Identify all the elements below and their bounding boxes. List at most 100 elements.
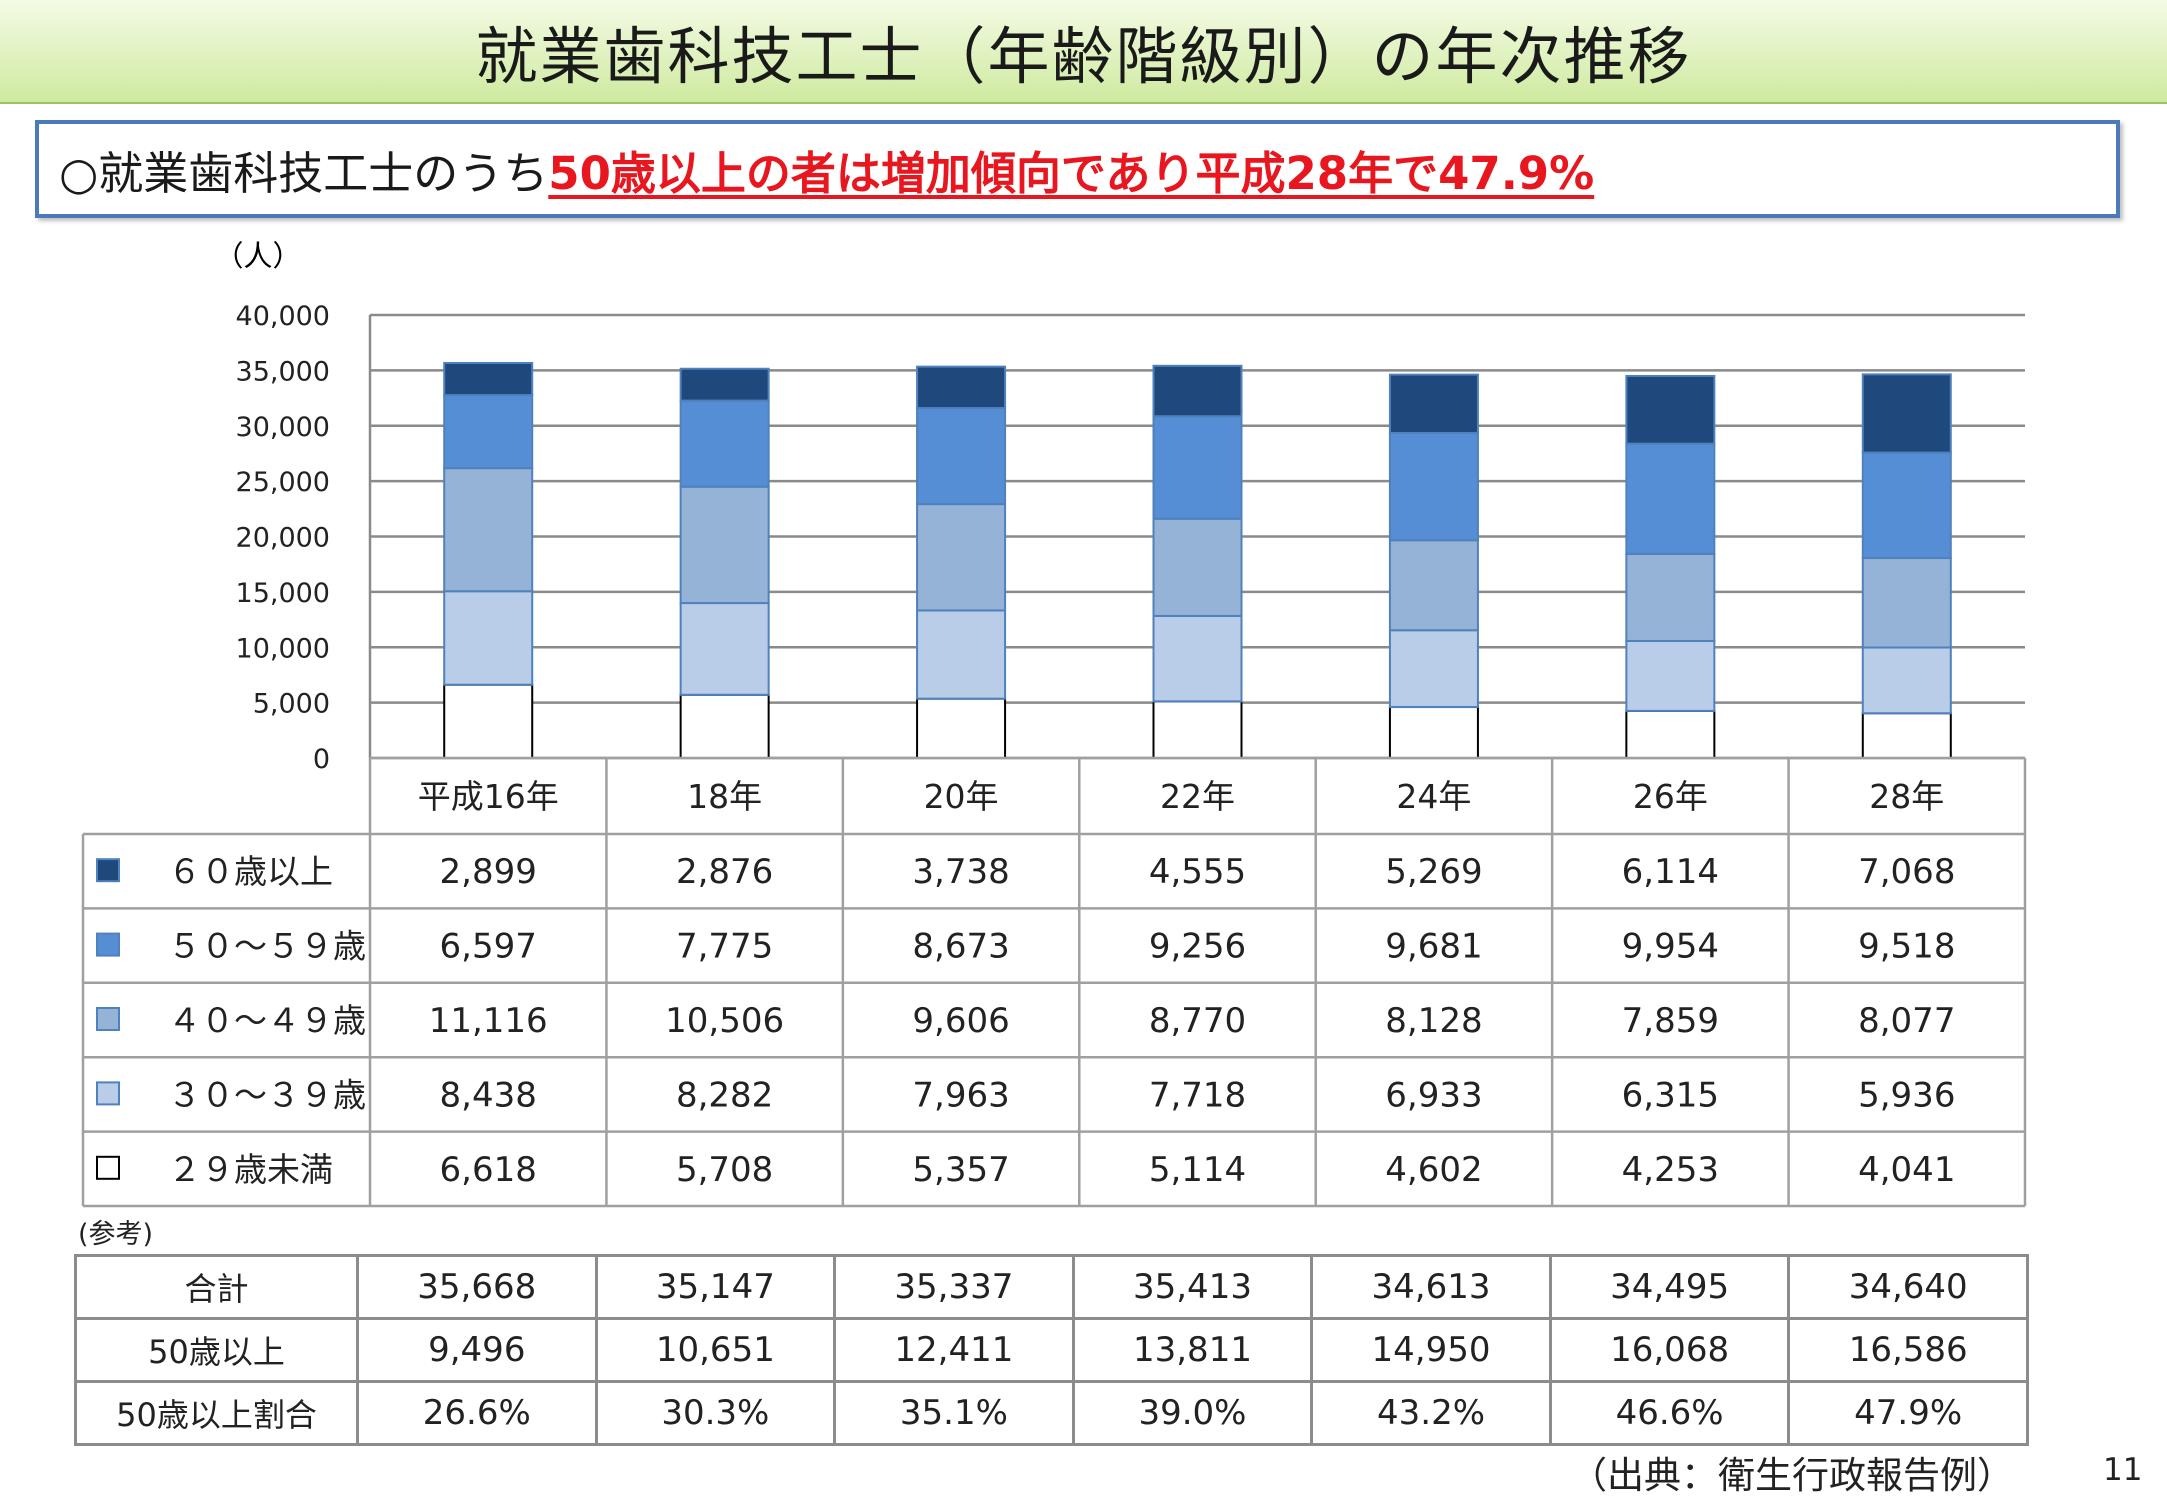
bar-segment xyxy=(1861,557,1952,649)
x-tick-label: 18年 xyxy=(687,777,762,816)
ref-cell: 26.6% xyxy=(356,1380,598,1446)
reference-label: (参考) xyxy=(78,1219,154,1250)
bar-segment xyxy=(443,683,534,759)
data-label: 4,253 xyxy=(1622,1150,1719,1190)
bar-segment xyxy=(916,407,1007,506)
ref-cell: 16,068 xyxy=(1548,1317,1791,1383)
legend-label: ３０～３９歳 xyxy=(168,1075,366,1114)
summary-highlight: 50歳以上の者は増加傾向であり平成28年で47.9% xyxy=(548,146,1595,200)
data-label: 6,933 xyxy=(1385,1075,1482,1115)
data-label: 9,606 xyxy=(912,1001,1009,1041)
ref-cell: 16,586 xyxy=(1787,1317,2029,1383)
data-label: 6,597 xyxy=(440,927,537,967)
bar-segment xyxy=(916,365,1007,410)
legend-swatch xyxy=(96,1155,120,1180)
ref-cell: 35,337 xyxy=(833,1254,1075,1320)
data-label: 9,954 xyxy=(1622,927,1719,967)
bar-segment xyxy=(1625,639,1716,712)
x-tick-label: 26年 xyxy=(1633,777,1708,816)
ref-cell: 35,413 xyxy=(1071,1254,1314,1320)
ref-cell: 9,496 xyxy=(356,1317,598,1383)
reference-table: 合計 35,668 35,147 35,337 35,413 34,613 34… xyxy=(74,1254,2029,1446)
y-tick-label: 25,000 xyxy=(236,467,330,498)
bar-segment xyxy=(1861,646,1952,715)
ref-cell: 35,668 xyxy=(356,1254,598,1320)
table-row: 50歳以上割合 26.6% 30.3% 35.1% 39.0% 43.2% 46… xyxy=(74,1380,2029,1446)
summary-box: ○就業歯科技工士のうち 50歳以上の者は増加傾向であり平成28年で47.9% xyxy=(35,120,2120,218)
y-tick-label: 15,000 xyxy=(236,578,330,609)
data-label: 4,602 xyxy=(1385,1150,1482,1190)
data-label: 5,936 xyxy=(1858,1075,1955,1115)
bar-segment xyxy=(443,361,534,397)
bar-segment xyxy=(1388,432,1479,542)
legend-label: ６０歳以上 xyxy=(168,852,333,891)
data-label: 6,315 xyxy=(1622,1075,1719,1115)
data-label: 9,256 xyxy=(1149,927,1246,967)
data-label: 8,077 xyxy=(1858,1001,1955,1041)
ref-row-label: 50歳以上割合 xyxy=(74,1380,359,1446)
bar-segment xyxy=(679,485,770,605)
ref-cell: 39.0% xyxy=(1071,1380,1314,1446)
data-label: 8,282 xyxy=(676,1075,773,1115)
data-label: 5,708 xyxy=(676,1150,773,1190)
data-label: 5,357 xyxy=(912,1150,1009,1190)
ref-cell: 34,640 xyxy=(1787,1254,2029,1320)
bar-segment xyxy=(443,394,534,470)
page-title: 就業歯科技工士（年齢階級別）の年次推移 xyxy=(475,20,1692,93)
data-label: 6,618 xyxy=(440,1150,537,1190)
bar-segment xyxy=(1152,700,1243,759)
data-label: 2,899 xyxy=(440,852,537,892)
bar-segment xyxy=(1625,442,1716,555)
data-label: 6,114 xyxy=(1622,852,1719,892)
bar-segment xyxy=(679,399,770,488)
source-note: （出典：衛生行政報告例） xyxy=(1570,1454,2014,1497)
title-bar: 就業歯科技工士（年齢階級別）の年次推移 xyxy=(0,0,2167,104)
y-tick-label: 20,000 xyxy=(236,523,330,554)
bar-segment xyxy=(1388,706,1479,759)
bar-segment xyxy=(1152,415,1243,520)
x-tick-label: 20年 xyxy=(924,777,999,816)
data-label: 2,876 xyxy=(676,852,773,892)
legend-swatch xyxy=(96,1081,120,1106)
bar-segment xyxy=(916,503,1007,612)
ref-cell: 34,613 xyxy=(1310,1254,1552,1320)
data-label: 9,681 xyxy=(1385,927,1482,967)
bar-segment xyxy=(679,367,770,402)
legend-label: ２９歳未満 xyxy=(168,1150,333,1189)
ref-cell: 13,811 xyxy=(1071,1317,1314,1383)
bar-segment xyxy=(1388,539,1479,632)
x-tick-label: 28年 xyxy=(1869,777,1944,816)
bar-segment xyxy=(1388,373,1479,435)
bar-segment xyxy=(1388,629,1479,709)
y-tick-label: 30,000 xyxy=(236,412,330,443)
y-tick-label: 40,000 xyxy=(236,301,330,332)
bar-segment xyxy=(679,693,770,759)
y-tick-label: 35,000 xyxy=(236,356,330,387)
bar-segment xyxy=(1625,374,1716,445)
bar-segment xyxy=(1861,712,1952,759)
bar-segment xyxy=(1625,552,1716,642)
y-tick-label: 5,000 xyxy=(253,689,330,720)
ref-cell: 35.1% xyxy=(833,1380,1075,1446)
ref-cell: 47.9% xyxy=(1787,1380,2029,1446)
bar-segment xyxy=(916,697,1007,759)
table-row: 合計 35,668 35,147 35,337 35,413 34,613 34… xyxy=(74,1254,2029,1320)
data-label: 8,128 xyxy=(1385,1001,1482,1041)
ref-row-label: 合計 xyxy=(74,1254,359,1320)
bar-segment xyxy=(1152,364,1243,418)
data-label: 4,555 xyxy=(1149,852,1246,892)
ref-cell: 35,147 xyxy=(594,1254,837,1320)
data-label: 8,673 xyxy=(912,927,1009,967)
ref-cell: 46.6% xyxy=(1548,1380,1791,1446)
data-label: 3,738 xyxy=(912,852,1009,892)
ref-cell: 30.3% xyxy=(594,1380,837,1446)
data-label: 5,269 xyxy=(1385,852,1482,892)
bar-segment xyxy=(1625,709,1716,759)
bar-segment xyxy=(1152,517,1243,617)
data-label: 11,116 xyxy=(429,1001,548,1041)
data-label: 7,859 xyxy=(1622,1001,1719,1041)
data-label: 7,775 xyxy=(676,927,773,967)
legend-label: ４０～４９歳 xyxy=(168,1001,366,1040)
legend-swatch xyxy=(96,932,120,957)
ref-cell: 12,411 xyxy=(833,1317,1075,1383)
